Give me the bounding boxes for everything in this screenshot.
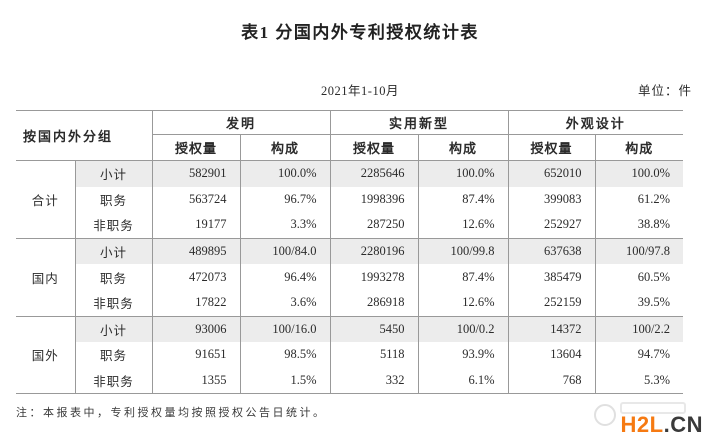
data-cell: 13604 [507,342,596,368]
subheader-composition: 构成 [417,134,509,161]
header-row-2: 授权量 构成 授权量 构成 授权量 构成 [16,134,684,161]
data-cell: 100/84.0 [239,237,331,265]
footnote: 注：本报表中，专利授权量均按照授权公告日统计。 [16,407,327,420]
data-cell: 637638 [507,237,596,265]
data-cell: 38.8% [594,212,684,239]
table-row: 国外 小计 93006 100/16.0 5450 100/0.2 14372 100/2.2 [16,315,684,394]
data-cell: 563724 [151,186,241,213]
data-cell: 96.4% [239,264,331,290]
subheader-composition: 构成 [594,134,684,161]
patent-stats-table: 按国内外分组 发明 实用新型 外观设计 授权量 构成 授权量 构成 授权量 构成… [16,110,684,395]
data-cell: 252159 [507,289,596,317]
subheader-grant-count: 授权量 [329,134,419,161]
data-cell: 489895 [151,237,241,265]
data-cell: 96.7% [239,186,331,213]
data-cell: 12.6% [417,212,509,239]
row-subgroup-label: 非职务 [74,367,153,394]
row-group-label: 合计 [16,160,75,239]
data-cell: 14372 [507,315,596,343]
data-cell: 100/99.8 [417,237,509,265]
table-row: 非职务 17822 3.6% 286918 12.6% 252159 39.5% [16,289,684,317]
row-subgroup-label: 职务 [74,264,153,290]
row-subgroup-label: 非职务 [74,289,153,317]
data-cell: 252927 [507,212,596,239]
data-cell: 87.4% [417,186,509,213]
period-label: 2021年1-10月 [321,84,399,98]
data-cell: 94.7% [594,342,684,368]
data-cell: 472073 [151,264,241,290]
data-cell: 399083 [507,186,596,213]
table-row: 职务 91651 98.5% 5118 93.9% 13604 94.7% [16,342,684,368]
data-cell: 1993278 [329,264,419,290]
data-cell: 332 [329,367,419,394]
row-subgroup-label: 小计 [74,159,153,187]
data-cell: 582901 [151,159,241,187]
meta-row: 2021年1-10月 单位：件 [0,80,720,98]
data-cell: 87.4% [417,264,509,290]
data-cell: 100.0% [239,159,331,187]
ghost-logo-icon [594,404,616,426]
data-cell: 6.1% [417,367,509,394]
table-body: 合计 小计 582901 100.0% 2285646 100.0% 652010 100.0… [16,159,684,394]
data-cell: 60.5% [594,264,684,290]
subheader-composition: 构成 [239,134,331,161]
unit-label: 单位：件 [637,84,692,98]
subheader-grant-count: 授权量 [151,134,241,161]
data-cell: 2285646 [329,159,419,187]
watermark-secondary: .CN [663,412,703,437]
data-cell: 5118 [329,342,419,368]
group-header-cell: 按国内外分组 [16,110,153,161]
data-cell: 287250 [329,212,419,239]
col-group-invention: 发明 [151,110,331,135]
subheader-grant-count: 授权量 [507,134,596,161]
data-cell: 100/16.0 [239,315,331,343]
table-row: 职务 472073 96.4% 1993278 87.4% 385479 60.5% [16,264,684,290]
col-group-utility-model: 实用新型 [329,110,509,135]
data-cell: 2280196 [329,237,419,265]
data-cell: 5.3% [594,367,684,394]
row-subgroup-label: 非职务 [74,212,153,239]
data-cell: 5450 [329,315,419,343]
data-cell: 39.5% [594,289,684,317]
table-row: 国内 小计 489895 100/84.0 2280196 100/99.8 637638 1… [16,237,684,317]
data-cell: 98.5% [239,342,331,368]
data-cell: 91651 [151,342,241,368]
row-subgroup-label: 小计 [74,237,153,265]
data-cell: 100.0% [594,159,684,187]
table-row: 合计 小计 582901 100.0% 2285646 100.0% 652010 100.0… [16,159,684,239]
data-cell: 100/97.8 [594,237,684,265]
col-group-design: 外观设计 [507,110,684,135]
page-title: 表1 分国内外专利授权统计表 [241,23,479,42]
data-cell: 100/2.2 [594,315,684,343]
data-cell: 19177 [151,212,241,239]
data-cell: 93.9% [417,342,509,368]
table-row: 非职务 1355 1.5% 332 6.1% 768 5.3% [16,367,684,394]
data-cell: 3.3% [239,212,331,239]
data-cell: 1355 [151,367,241,394]
data-cell: 3.6% [239,289,331,317]
header-row-1: 按国内外分组 发明 实用新型 外观设计 [16,110,684,161]
data-cell: 768 [507,367,596,394]
table-row: 职务 563724 96.7% 1998396 87.4% 399083 61.2% [16,186,684,213]
data-cell: 286918 [329,289,419,317]
ghost-logo-bar [620,402,686,414]
site-watermark: H2L.CN [621,414,703,436]
data-cell: 100/0.2 [417,315,509,343]
row-subgroup-label: 职务 [74,342,153,368]
data-cell: 385479 [507,264,596,290]
data-cell: 61.2% [594,186,684,213]
row-subgroup-label: 小计 [74,315,153,343]
row-group-label: 国外 [16,315,75,394]
row-subgroup-label: 职务 [74,186,153,213]
data-cell: 17822 [151,289,241,317]
data-cell: 12.6% [417,289,509,317]
watermark-primary: H2L [620,412,664,437]
table-row: 非职务 19177 3.3% 287250 12.6% 252927 38.8% [16,212,684,239]
data-cell: 100.0% [417,159,509,187]
data-cell: 1.5% [239,367,331,394]
data-cell: 1998396 [329,186,419,213]
data-cell: 93006 [151,315,241,343]
data-cell: 652010 [507,159,596,187]
row-group-label: 国内 [16,237,75,317]
